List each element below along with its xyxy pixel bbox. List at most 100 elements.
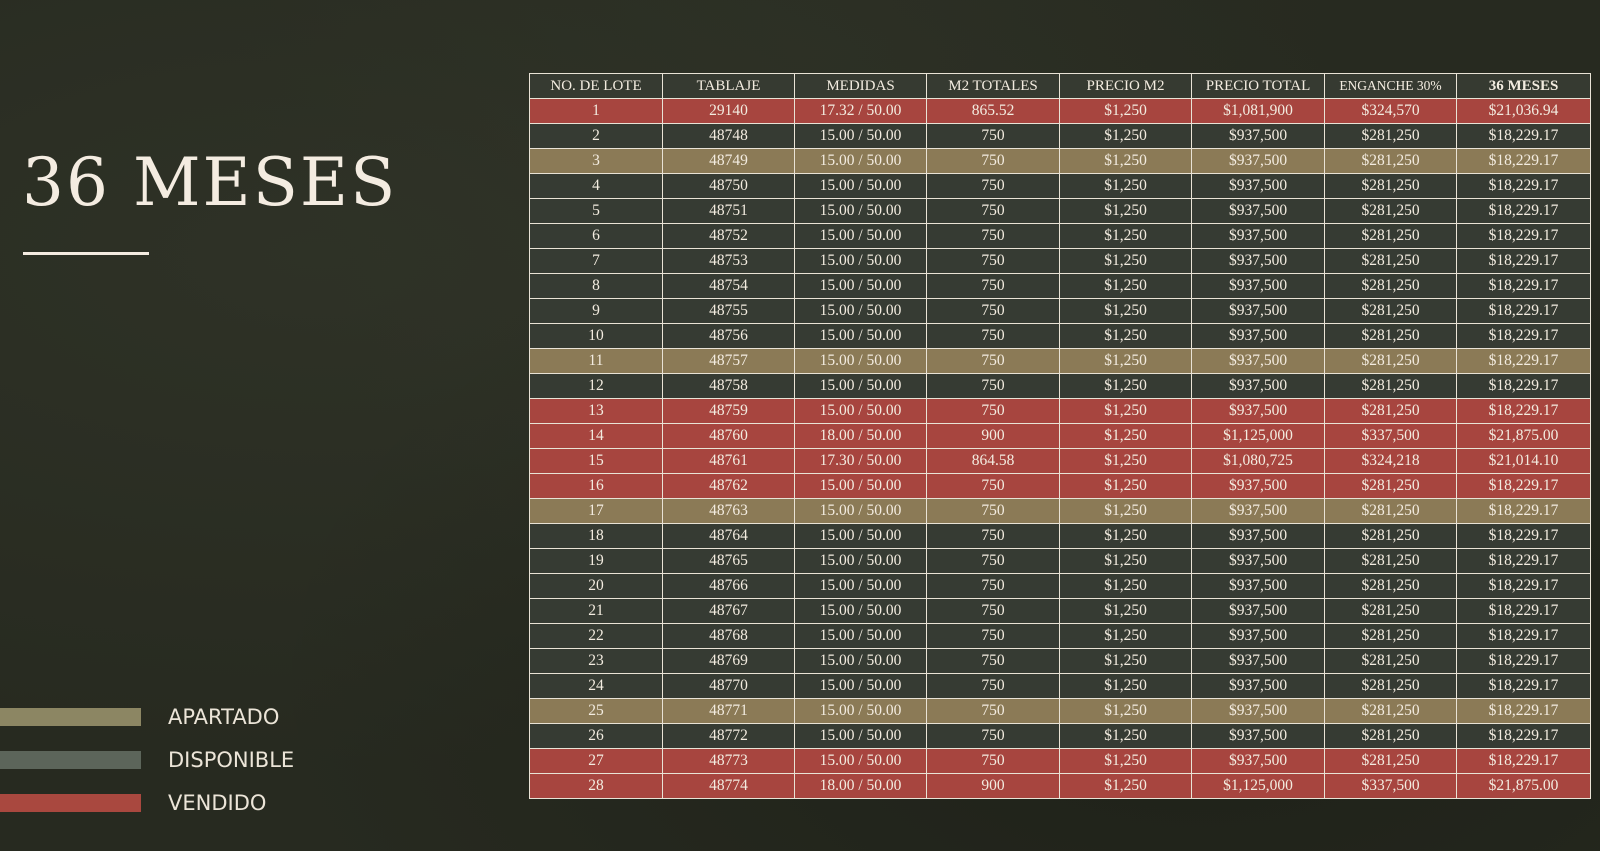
tablaje-cell: 48769 <box>662 648 795 674</box>
tablaje-cell: 48761 <box>662 448 795 474</box>
medidas-cell: 18.00 / 50.00 <box>794 423 927 449</box>
precio-total-cell: $937,500 <box>1191 223 1325 249</box>
tablaje-cell: 48773 <box>662 748 795 774</box>
tablaje-cell: 48754 <box>662 273 795 299</box>
mensualidad-cell: $18,229.17 <box>1456 673 1591 699</box>
medidas-cell: 18.00 / 50.00 <box>794 773 927 799</box>
medidas-cell: 15.00 / 50.00 <box>794 323 927 349</box>
medidas-cell: 15.00 / 50.00 <box>794 748 927 774</box>
precio-m2-cell: $1,250 <box>1059 598 1192 624</box>
legend-item-apartado: APARTADO <box>0 704 340 747</box>
table-row: 26 48772 15.00 / 50.00 750 $1,250 $937,500 $28… <box>529 723 1591 749</box>
m2-totales-cell: 750 <box>926 148 1060 174</box>
precio-m2-cell: $1,250 <box>1059 448 1192 474</box>
precio-total-cell: $1,081,900 <box>1191 98 1325 124</box>
mensualidad-cell: $18,229.17 <box>1456 623 1591 649</box>
lote-cell: 23 <box>529 648 663 674</box>
mensualidad-cell: $18,229.17 <box>1456 223 1591 249</box>
medidas-cell: 15.00 / 50.00 <box>794 523 927 549</box>
tablaje-cell: 48758 <box>662 373 795 399</box>
precio-total-cell: $937,500 <box>1191 548 1325 574</box>
m2-totales-cell: 750 <box>926 198 1060 224</box>
lote-cell: 25 <box>529 698 663 724</box>
enganche-cell: $281,250 <box>1324 248 1457 274</box>
tablaje-cell: 48760 <box>662 423 795 449</box>
mensualidad-cell: $18,229.17 <box>1456 548 1591 574</box>
precio-m2-cell: $1,250 <box>1059 348 1192 374</box>
m2-totales-cell: 864.58 <box>926 448 1060 474</box>
lote-cell: 17 <box>529 498 663 524</box>
legend-swatch-vendido <box>0 794 141 812</box>
enganche-cell: $337,500 <box>1324 423 1457 449</box>
header-no-de-lote: NO. DE LOTE <box>529 73 663 99</box>
precio-m2-cell: $1,250 <box>1059 373 1192 399</box>
medidas-cell: 15.00 / 50.00 <box>794 673 927 699</box>
legend-swatch-apartado <box>0 708 141 726</box>
enganche-cell: $281,250 <box>1324 148 1457 174</box>
header-tablaje: TABLAJE <box>662 73 795 99</box>
enganche-cell: $281,250 <box>1324 698 1457 724</box>
table-row: 10 48756 15.00 / 50.00 750 $1,250 $937,500 $28… <box>529 323 1591 349</box>
mensualidad-cell: $21,014.10 <box>1456 448 1591 474</box>
mensualidad-cell: $18,229.17 <box>1456 473 1591 499</box>
mensualidad-cell: $18,229.17 <box>1456 573 1591 599</box>
lote-cell: 1 <box>529 98 663 124</box>
precio-m2-cell: $1,250 <box>1059 248 1192 274</box>
table-row: 9 48755 15.00 / 50.00 750 $1,250 $937,500 $281… <box>529 298 1591 324</box>
header-medidas: MEDIDAS <box>794 73 927 99</box>
m2-totales-cell: 750 <box>926 723 1060 749</box>
m2-totales-cell: 750 <box>926 598 1060 624</box>
lote-cell: 12 <box>529 373 663 399</box>
precio-total-cell: $937,500 <box>1191 623 1325 649</box>
mensualidad-cell: $18,229.17 <box>1456 123 1591 149</box>
tablaje-cell: 48755 <box>662 298 795 324</box>
m2-totales-cell: 750 <box>926 323 1060 349</box>
tablaje-cell: 48767 <box>662 598 795 624</box>
lote-cell: 10 <box>529 323 663 349</box>
precio-total-cell: $937,500 <box>1191 373 1325 399</box>
title-underline <box>23 252 149 255</box>
table-row: 6 48752 15.00 / 50.00 750 $1,250 $937,500 $281… <box>529 223 1591 249</box>
precio-total-cell: $937,500 <box>1191 173 1325 199</box>
precio-total-cell: $937,500 <box>1191 348 1325 374</box>
medidas-cell: 15.00 / 50.00 <box>794 623 927 649</box>
precio-m2-cell: $1,250 <box>1059 123 1192 149</box>
table-row: 1 29140 17.32 / 50.00 865.52 $1,250 $1,081,90… <box>529 98 1591 124</box>
lote-cell: 8 <box>529 273 663 299</box>
enganche-cell: $281,250 <box>1324 473 1457 499</box>
lote-cell: 27 <box>529 748 663 774</box>
lote-cell: 3 <box>529 148 663 174</box>
table-row: 28 48774 18.00 / 50.00 900 $1,250 $1,125,000 $… <box>529 773 1591 799</box>
table-row: 17 48763 15.00 / 50.00 750 $1,250 $937,500 $28… <box>529 498 1591 524</box>
lote-cell: 16 <box>529 473 663 499</box>
tablaje-cell: 48771 <box>662 698 795 724</box>
enganche-cell: $281,250 <box>1324 223 1457 249</box>
precio-total-cell: $1,080,725 <box>1191 448 1325 474</box>
precio-m2-cell: $1,250 <box>1059 698 1192 724</box>
enganche-cell: $281,250 <box>1324 398 1457 424</box>
legend-swatch-disponible <box>0 751 141 769</box>
mensualidad-cell: $18,229.17 <box>1456 323 1591 349</box>
mensualidad-cell: $18,229.17 <box>1456 373 1591 399</box>
lote-cell: 11 <box>529 348 663 374</box>
table-row: 24 48770 15.00 / 50.00 750 $1,250 $937,500 $28… <box>529 673 1591 699</box>
lote-cell: 14 <box>529 423 663 449</box>
precio-m2-cell: $1,250 <box>1059 548 1192 574</box>
tablaje-cell: 48759 <box>662 398 795 424</box>
table-row: 14 48760 18.00 / 50.00 900 $1,250 $1,125,000 $… <box>529 423 1591 449</box>
tablaje-cell: 48757 <box>662 348 795 374</box>
m2-totales-cell: 750 <box>926 523 1060 549</box>
m2-totales-cell: 750 <box>926 373 1060 399</box>
precio-m2-cell: $1,250 <box>1059 98 1192 124</box>
m2-totales-cell: 750 <box>926 698 1060 724</box>
table-row: 3 48749 15.00 / 50.00 750 $1,250 $937,500 $281… <box>529 148 1591 174</box>
precio-m2-cell: $1,250 <box>1059 723 1192 749</box>
table-row: 22 48768 15.00 / 50.00 750 $1,250 $937,500 $28… <box>529 623 1591 649</box>
medidas-cell: 15.00 / 50.00 <box>794 573 927 599</box>
precio-total-cell: $937,500 <box>1191 273 1325 299</box>
header-enganche: ENGANCHE 30% <box>1324 73 1457 99</box>
lote-cell: 15 <box>529 448 663 474</box>
tablaje-cell: 48763 <box>662 498 795 524</box>
precio-total-cell: $937,500 <box>1191 123 1325 149</box>
precio-m2-cell: $1,250 <box>1059 273 1192 299</box>
